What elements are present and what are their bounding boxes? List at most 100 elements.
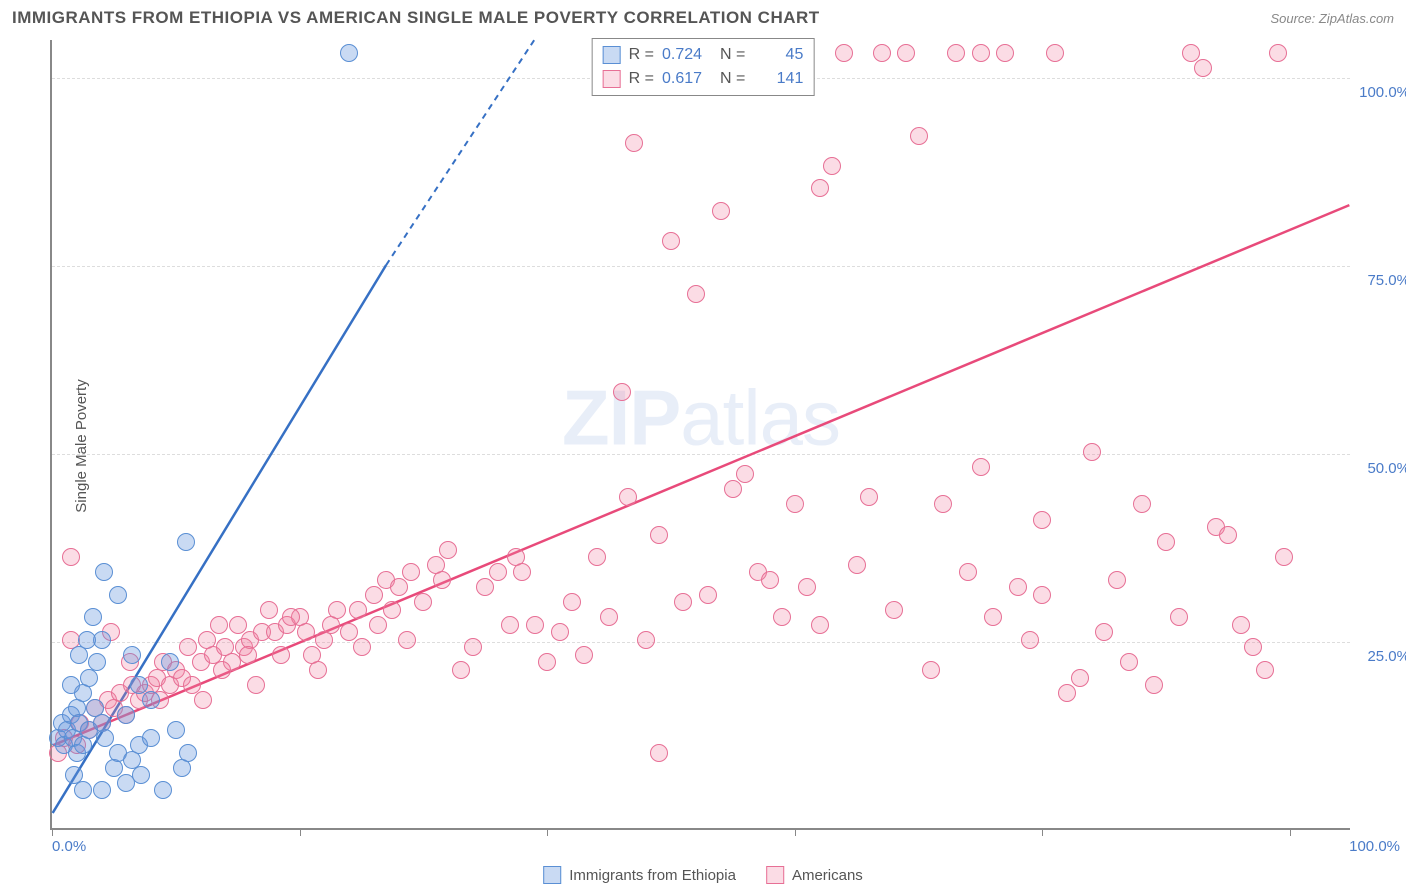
- data-point-americans: [1182, 44, 1200, 62]
- data-point-americans: [786, 495, 804, 513]
- data-point-americans: [1120, 653, 1138, 671]
- data-point-americans: [563, 593, 581, 611]
- swatch-americans: [603, 70, 621, 88]
- data-point-americans: [365, 586, 383, 604]
- data-point-americans: [650, 526, 668, 544]
- data-point-americans: [588, 548, 606, 566]
- data-point-ethiopia: [117, 706, 135, 724]
- x-tick: [547, 828, 548, 836]
- data-point-ethiopia: [96, 729, 114, 747]
- data-point-americans: [464, 638, 482, 656]
- data-point-americans: [947, 44, 965, 62]
- data-point-ethiopia: [84, 608, 102, 626]
- data-point-ethiopia: [95, 563, 113, 581]
- data-point-americans: [398, 631, 416, 649]
- data-point-americans: [390, 578, 408, 596]
- x-tick: [1290, 828, 1291, 836]
- data-point-americans: [619, 488, 637, 506]
- data-point-americans: [239, 646, 257, 664]
- data-point-americans: [297, 623, 315, 641]
- data-point-americans: [309, 661, 327, 679]
- data-point-americans: [194, 691, 212, 709]
- data-point-americans: [897, 44, 915, 62]
- data-point-ethiopia: [167, 721, 185, 739]
- legend-item-ethiopia: Immigrants from Ethiopia: [543, 866, 736, 884]
- data-point-americans: [972, 44, 990, 62]
- data-point-americans: [1219, 526, 1237, 544]
- data-point-americans: [637, 631, 655, 649]
- bottom-legend: Immigrants from Ethiopia Americans: [543, 866, 863, 884]
- data-point-americans: [1232, 616, 1250, 634]
- data-point-americans: [1071, 669, 1089, 687]
- data-point-americans: [414, 593, 432, 611]
- data-point-americans: [439, 541, 457, 559]
- data-point-americans: [433, 571, 451, 589]
- data-point-ethiopia: [88, 653, 106, 671]
- data-point-americans: [811, 616, 829, 634]
- data-point-americans: [551, 623, 569, 641]
- data-point-americans: [687, 285, 705, 303]
- data-point-americans: [600, 608, 618, 626]
- data-point-americans: [575, 646, 593, 664]
- data-point-ethiopia: [177, 533, 195, 551]
- data-point-americans: [1083, 443, 1101, 461]
- data-point-americans: [1021, 631, 1039, 649]
- data-point-americans: [773, 608, 791, 626]
- stats-row-ethiopia: R = 0.724 N = 45: [603, 43, 804, 67]
- data-point-americans: [1170, 608, 1188, 626]
- data-point-americans: [282, 608, 300, 626]
- plot-area: ZIPatlas 25.0%50.0%75.0%100.0%0.0%100.0%: [50, 40, 1350, 830]
- data-point-americans: [369, 616, 387, 634]
- data-point-americans: [798, 578, 816, 596]
- data-point-americans: [650, 744, 668, 762]
- data-point-americans: [613, 383, 631, 401]
- data-point-americans: [513, 563, 531, 581]
- data-point-americans: [247, 676, 265, 694]
- y-tick-label: 25.0%: [1367, 648, 1406, 665]
- stats-legend-box: R = 0.724 N = 45 R = 0.617 N = 141: [592, 38, 815, 96]
- data-point-americans: [402, 563, 420, 581]
- data-point-americans: [972, 458, 990, 476]
- data-point-americans: [353, 638, 371, 656]
- data-point-americans: [712, 202, 730, 220]
- data-point-americans: [699, 586, 717, 604]
- data-point-americans: [625, 134, 643, 152]
- data-point-americans: [452, 661, 470, 679]
- data-point-ethiopia: [109, 586, 127, 604]
- data-point-americans: [996, 44, 1014, 62]
- data-point-ethiopia: [132, 766, 150, 784]
- data-point-ethiopia: [105, 759, 123, 777]
- data-point-ethiopia: [62, 676, 80, 694]
- data-point-americans: [922, 661, 940, 679]
- legend-swatch-ethiopia: [543, 866, 561, 884]
- data-point-americans: [848, 556, 866, 574]
- data-point-ethiopia: [340, 44, 358, 62]
- y-tick-label: 50.0%: [1367, 460, 1406, 477]
- x-min-label: 0.0%: [52, 838, 86, 855]
- data-point-americans: [674, 593, 692, 611]
- x-tick: [1042, 828, 1043, 836]
- data-point-ethiopia: [154, 781, 172, 799]
- data-point-americans: [823, 157, 841, 175]
- data-point-ethiopia: [179, 744, 197, 762]
- data-point-americans: [538, 653, 556, 671]
- x-tick: [300, 828, 301, 836]
- data-point-americans: [1009, 578, 1027, 596]
- x-tick: [795, 828, 796, 836]
- data-point-americans: [1095, 623, 1113, 641]
- data-point-ethiopia: [74, 781, 92, 799]
- data-point-americans: [1244, 638, 1262, 656]
- legend-swatch-americans: [766, 866, 784, 884]
- data-point-americans: [476, 578, 494, 596]
- legend-item-americans: Americans: [766, 866, 863, 884]
- data-point-americans: [272, 646, 290, 664]
- data-point-americans: [1194, 59, 1212, 77]
- data-point-americans: [260, 601, 278, 619]
- data-point-americans: [1269, 44, 1287, 62]
- y-tick-label: 100.0%: [1359, 84, 1406, 101]
- data-point-americans: [229, 616, 247, 634]
- data-point-americans: [1046, 44, 1064, 62]
- data-point-americans: [835, 44, 853, 62]
- source-label: Source: ZipAtlas.com: [1270, 11, 1394, 26]
- data-point-americans: [724, 480, 742, 498]
